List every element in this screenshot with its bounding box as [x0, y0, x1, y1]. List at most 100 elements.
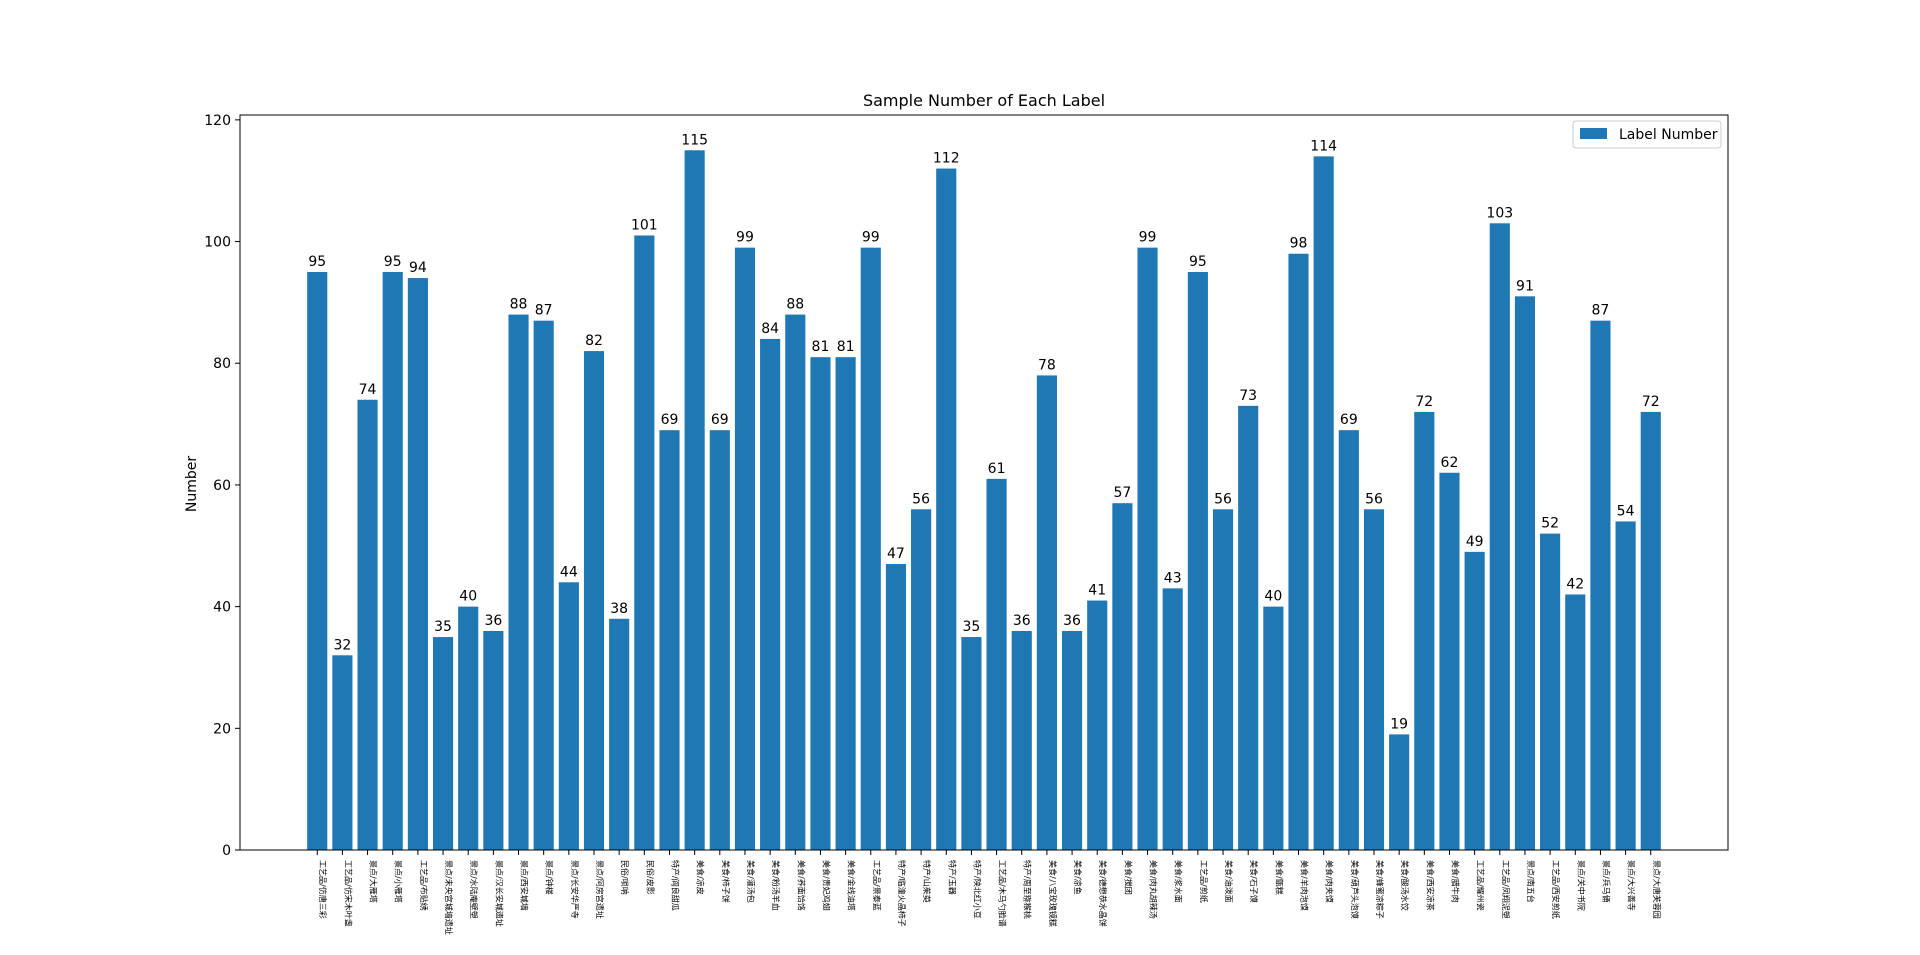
- value-label: 40: [459, 589, 477, 605]
- bar: [734, 247, 756, 850]
- bar: [1389, 734, 1410, 850]
- bar: [307, 271, 328, 850]
- x-tick-label: 美食/凉皮: [696, 860, 706, 895]
- y-tick-label: 60: [213, 478, 231, 494]
- value-label: 35: [963, 619, 981, 635]
- value-label: 69: [1340, 412, 1358, 428]
- bar: [885, 564, 907, 850]
- value-label: 95: [1189, 254, 1207, 270]
- plot-frame: [239, 114, 1729, 851]
- x-tick-label: 工艺品/布贴绣: [419, 860, 429, 911]
- value-label: 56: [1365, 491, 1383, 507]
- y-tick-label: 120: [204, 113, 231, 129]
- x-tick-label: 美食/浆水面: [1174, 860, 1184, 903]
- value-label: 81: [812, 339, 830, 355]
- bar: [583, 351, 605, 850]
- y-tick-label: 100: [204, 235, 231, 251]
- x-tick-label: 美食/荞面饸饹: [796, 860, 806, 911]
- x-tick-label: 美食/羊肉泡馍: [1300, 860, 1310, 911]
- bar: [1011, 630, 1032, 850]
- x-tick-label: 工艺品/仿唐三彩: [318, 860, 328, 919]
- bar: [432, 637, 454, 850]
- x-tick-label: 美食/蜂蜜凉粽子: [1375, 860, 1385, 919]
- bar: [508, 314, 529, 850]
- x-tick-label: 景点/小雁塔: [394, 860, 404, 903]
- value-label: 99: [1139, 230, 1157, 246]
- value-label: 95: [384, 254, 402, 270]
- value-label: 88: [786, 297, 804, 313]
- x-tick-label: 工艺品/木马勺脸谱: [998, 860, 1008, 927]
- x-tick-label: 工艺品/西安剪纸: [1551, 860, 1561, 919]
- x-tick-label: 美食/灌汤包: [746, 860, 756, 903]
- bar: [986, 478, 1007, 850]
- x-tick-label: 景点/大兴善寺: [1627, 860, 1637, 911]
- x-tick-label: 美食/凉鱼: [1073, 860, 1083, 895]
- bar: [1313, 156, 1334, 851]
- x-tick-label: 特产/陕北红小豆: [972, 860, 982, 919]
- value-label: 101: [631, 217, 658, 233]
- bar: [1363, 509, 1385, 850]
- x-tick-label: 特产/临潼火晶柿子: [897, 860, 907, 927]
- x-tick-label: 特产/山茱萸: [922, 860, 932, 903]
- value-label: 99: [862, 230, 880, 246]
- bar: [1061, 630, 1083, 850]
- bar: [1212, 509, 1234, 850]
- value-label: 69: [711, 412, 729, 428]
- bar: [382, 271, 403, 850]
- value-label: 103: [1486, 205, 1513, 221]
- bar: [1036, 375, 1057, 850]
- bar: [961, 637, 982, 850]
- bar: [659, 430, 680, 850]
- bar: [1540, 533, 1561, 850]
- value-label: 40: [1264, 589, 1282, 605]
- value-label: 91: [1516, 278, 1534, 294]
- value-label: 38: [610, 601, 628, 617]
- bar: [1464, 551, 1485, 850]
- x-tick-label: 工艺品/景泰蓝: [872, 860, 882, 911]
- x-tick-label: 景点/钟楼: [545, 860, 555, 895]
- bar: [558, 582, 579, 850]
- x-tick-label: 民俗/皮影: [645, 860, 655, 895]
- x-tick-label: 特产/周至猕猴桃: [1023, 860, 1033, 919]
- chart-title: Sample Number of Each Label: [863, 91, 1105, 110]
- value-label: 42: [1566, 576, 1584, 592]
- y-tick-label: 20: [213, 721, 231, 737]
- bar: [835, 357, 856, 850]
- value-label: 69: [661, 412, 679, 428]
- bar: [357, 399, 378, 850]
- x-tick-label: 景点/兵马俑: [1601, 860, 1611, 903]
- x-tick-label: 工艺品/仿宋木叶盏: [343, 860, 353, 927]
- value-label: 56: [1214, 491, 1232, 507]
- value-label: 36: [484, 613, 502, 629]
- value-label: 56: [912, 491, 930, 507]
- bar: [483, 630, 504, 850]
- value-label: 36: [1063, 613, 1081, 629]
- bar: [860, 247, 881, 850]
- bar: [785, 314, 806, 850]
- x-tick-label: 美食/柿子饼: [721, 860, 731, 903]
- x-tick-label: 景点/大雁塔: [369, 860, 379, 903]
- bar: [1263, 606, 1284, 850]
- value-label: 115: [681, 132, 708, 148]
- x-tick-label: 美食/搅团: [1123, 860, 1133, 895]
- value-label: 95: [308, 254, 326, 270]
- value-label: 94: [409, 260, 427, 276]
- x-tick-label: 工艺品/耀州瓷: [1476, 860, 1486, 911]
- x-tick-label: 工艺品/凤翔泥塑: [1501, 860, 1511, 919]
- x-tick-label: 美食/葫芦头泡馍: [1350, 860, 1360, 919]
- value-label: 54: [1617, 503, 1635, 519]
- x-tick-label: 美食/贵妃鸡翅: [821, 860, 831, 911]
- value-label: 61: [988, 461, 1006, 477]
- bar: [810, 357, 831, 850]
- value-label: 52: [1541, 516, 1559, 532]
- bar: [1514, 296, 1536, 850]
- legend-frame: [1572, 120, 1722, 149]
- legend-label: Label Number: [1619, 127, 1718, 143]
- x-tick-label: 美食/肉丸胡辣汤: [1149, 860, 1159, 919]
- x-tick-label: 景点/大唐芙蓉园: [1652, 860, 1662, 919]
- bar: [407, 278, 428, 850]
- x-tick-label: 民俗/唢呐: [620, 860, 630, 895]
- value-label: 32: [333, 637, 351, 653]
- x-tick-label: 工艺品/剪纸: [1199, 860, 1209, 903]
- y-axis-label: Number: [184, 456, 200, 512]
